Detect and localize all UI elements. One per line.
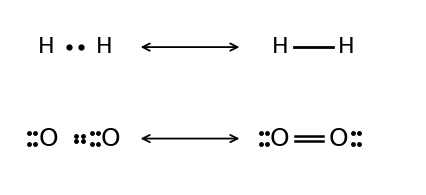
Text: O: O [270, 127, 290, 151]
Text: H: H [96, 37, 113, 57]
Text: H: H [271, 37, 288, 57]
Text: H: H [37, 37, 54, 57]
Text: H: H [338, 37, 355, 57]
Text: O: O [101, 127, 121, 151]
Text: O: O [38, 127, 58, 151]
Text: O: O [328, 127, 348, 151]
